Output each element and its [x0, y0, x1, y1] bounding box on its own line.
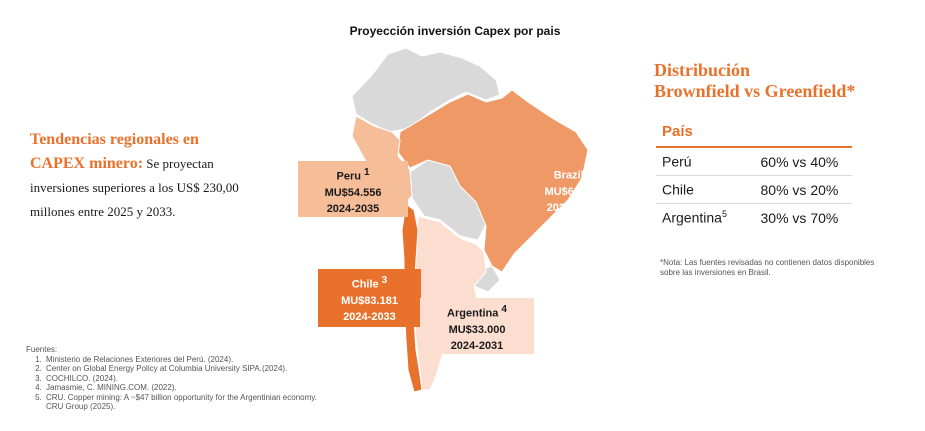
distribution-note: *Nota: Las fuentes revisadas no contiene… [660, 258, 875, 277]
trend-heading-line2: CAPEX minero: [30, 155, 144, 172]
row-value: 60% vs 40% [738, 147, 852, 176]
row-country: Chile [656, 175, 739, 204]
argentina-label: Argentina 4 MU$33.000 2024-2031 [420, 298, 534, 354]
peru-period: 2024-2035 [326, 202, 380, 215]
table-row: Perú 60% vs 40% [656, 147, 852, 176]
distribution-title-line2: Brownfield vs Greenfield* [654, 81, 856, 101]
country-column-header: País [656, 120, 852, 148]
argentina-period: 2024-2031 [450, 339, 504, 352]
source-item: Jamasmie, C. MINING.COM. (2022). [44, 383, 336, 393]
regional-trends-text: Tendencias regionales en CAPEX minero: S… [30, 128, 275, 224]
source-item: COCHILCO. (2024). [44, 374, 336, 384]
distribution-table: País Perú 60% vs 40% Chile 80% vs 20% Ar… [656, 120, 852, 231]
peru-label: Peru 1 MU$54.556 2024-2035 [298, 161, 408, 217]
row-value: 30% vs 70% [760, 209, 839, 226]
chile-name: Chile [351, 278, 379, 291]
trend-text-line2: inversiones superiores a los US$ 230,00 [30, 180, 239, 195]
sources: Fuentes: Ministerio de Relaciones Exteri… [26, 345, 336, 412]
trend-text-inline: Se proyectan [146, 156, 214, 171]
map-title: Proyección inversión Capex por pais [349, 24, 561, 38]
map-northern-countries [351, 47, 501, 133]
brazil-ref: 2 [586, 166, 593, 177]
row-value: 80% vs 20% [738, 175, 852, 204]
peru-amount: MU$54.556 [324, 186, 382, 199]
brazil-name: Brazil [553, 169, 584, 182]
source-item: Center on Global Energy Policy at Columb… [44, 364, 336, 374]
source-item: Ministerio de Relaciones Exteriores del … [44, 355, 336, 365]
chile-label: Chile 3 MU$83.181 2024-2033 [318, 269, 421, 327]
brazil-period: 2025-2029 [546, 201, 600, 214]
chile-period: 2024-2033 [343, 310, 396, 323]
chile-amount: MU$83.181 [341, 294, 398, 307]
row-country: Perú [656, 147, 739, 176]
brazil-amount: MU$68.500 [544, 185, 602, 198]
chile-ref: 3 [381, 275, 388, 286]
trend-heading-line1: Tendencias regionales en [30, 131, 199, 148]
row-country: Argentina5 [662, 209, 727, 226]
trend-text-line3: millones entre 2025 y 2033. [30, 204, 176, 219]
sources-list: Ministerio de Relaciones Exteriores del … [26, 355, 336, 412]
argentina-ref: 4 [501, 304, 507, 315]
argentina-amount: MU$33.000 [448, 323, 506, 336]
argentina-name: Argentina [447, 307, 499, 320]
distribution-title: Distribución Brownfield vs Greenfield* [654, 60, 919, 102]
distribution-title-line1: Distribución [654, 60, 751, 80]
source-item: CRU. Copper mining: A ~$47 billion oppor… [44, 393, 336, 412]
map-brazil [397, 89, 589, 273]
brazil-label: Brazil 2 MU$68.500 2025-2029 [518, 160, 628, 216]
peru-ref: 1 [363, 167, 370, 178]
table-row: Argentina5 30% vs 70% [656, 204, 852, 232]
table-row: Chile 80% vs 20% [656, 175, 852, 204]
sources-title: Fuentes: [26, 345, 58, 354]
peru-name: Peru [336, 170, 361, 183]
